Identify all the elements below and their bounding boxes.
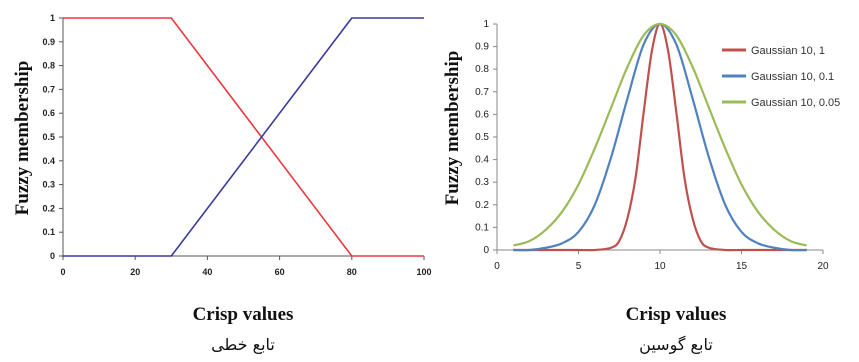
chart1-y-tick-label: 0.4 [42, 156, 55, 166]
chart2-y-tick-label: 0.9 [475, 42, 489, 53]
chart2-y-tick-label: 0.7 [475, 87, 489, 98]
chart2-y-tick-label: 0 [483, 245, 489, 256]
chart1-y-tick-label: 0.3 [42, 180, 55, 190]
chart1-y-axis-title: Fuzzy membership [12, 61, 33, 216]
chart1-series-line-2 [63, 17, 424, 257]
chart2-caption: تابع گوسین [639, 335, 713, 355]
chart1-y-tick-label: 0.1 [42, 227, 55, 237]
chart2-y-tick-label: 0.2 [475, 200, 489, 211]
chart2-y-tick-label: 0.3 [475, 177, 489, 188]
chart1-y-tick-label: 0.7 [42, 84, 55, 94]
chart2-x-tick-label: 0 [494, 261, 500, 272]
chart1-y-tick-label: 0.2 [42, 203, 55, 213]
gaussian-membership-chart: 0 0.1 0.2 0.3 0.4 0.5 0.6 0.7 0.8 0.9 1 0 5 10 15 20 G… [442, 19, 840, 355]
chart2-x-tick-label: 5 [576, 261, 582, 272]
chart1-caption: تابع خطی [211, 335, 275, 355]
chart2-series [513, 22, 807, 252]
chart2-x-tick-label: 10 [654, 261, 666, 272]
chart1-x-tick-label: 80 [347, 267, 357, 277]
chart2-y-tick-label: 0.1 [475, 222, 489, 233]
linear-membership-chart: 0 0.1 0.2 0.3 0.4 0.5 0.6 0.7 0.8 0.9 1 0 20 40 60 80 1… [12, 13, 432, 355]
chart2-legend: Gaussian 10, 1 Gaussian 10, 0.1 Gaussian 1… [722, 45, 840, 109]
chart2-axes [496, 24, 823, 251]
legend-label-1: Gaussian 10, 1 [751, 45, 825, 57]
chart2-x-axis-title: Crisp values [626, 304, 727, 325]
chart2-x-ticks: 0 5 10 15 20 [494, 250, 829, 272]
chart1-y-tick-label: 0.9 [42, 37, 55, 47]
chart2-series-line-3 [513, 22, 807, 247]
chart2-y-tick-label: 0.8 [475, 64, 489, 75]
chart1-y-tick-label: 0.8 [42, 61, 55, 71]
chart1-y-tick-label: 0.5 [42, 132, 55, 142]
chart1-x-tick-label: 40 [202, 267, 212, 277]
chart1-y-ticks: 0 0.1 0.2 0.3 0.4 0.5 0.6 0.7 0.8 0.9 1 [42, 13, 63, 261]
legend-label-2: Gaussian 10, 0.1 [751, 71, 834, 83]
chart1-x-ticks: 0 20 40 60 80 100 [60, 256, 432, 277]
chart2-y-axis-title: Fuzzy membership [442, 51, 463, 206]
chart1-series-line-1 [63, 17, 424, 257]
chart1-axes [62, 18, 424, 257]
chart1-x-tick-label: 20 [130, 267, 140, 277]
chart1-series [63, 17, 424, 257]
chart2-y-tick-label: 1 [483, 19, 489, 30]
chart2-y-tick-label: 0.4 [475, 155, 489, 166]
chart2-y-tick-label: 0.5 [475, 132, 489, 143]
chart1-y-tick-label: 0 [50, 251, 55, 261]
chart1-x-tick-label: 60 [275, 267, 285, 277]
chart1-x-axis-title: Crisp values [193, 304, 294, 325]
chart1-y-tick-label: 1 [50, 13, 55, 23]
chart1-y-tick-label: 0.6 [42, 108, 55, 118]
chart2-y-ticks: 0 0.1 0.2 0.3 0.4 0.5 0.6 0.7 0.8 0.9 1 [475, 19, 497, 256]
chart1-x-tick-label: 100 [416, 267, 431, 277]
chart1-x-tick-label: 0 [60, 267, 65, 277]
chart2-x-tick-label: 20 [817, 261, 829, 272]
legend-label-3: Gaussian 10, 0.05 [751, 97, 840, 109]
chart2-x-tick-label: 15 [736, 261, 748, 272]
chart2-y-tick-label: 0.6 [475, 109, 489, 120]
